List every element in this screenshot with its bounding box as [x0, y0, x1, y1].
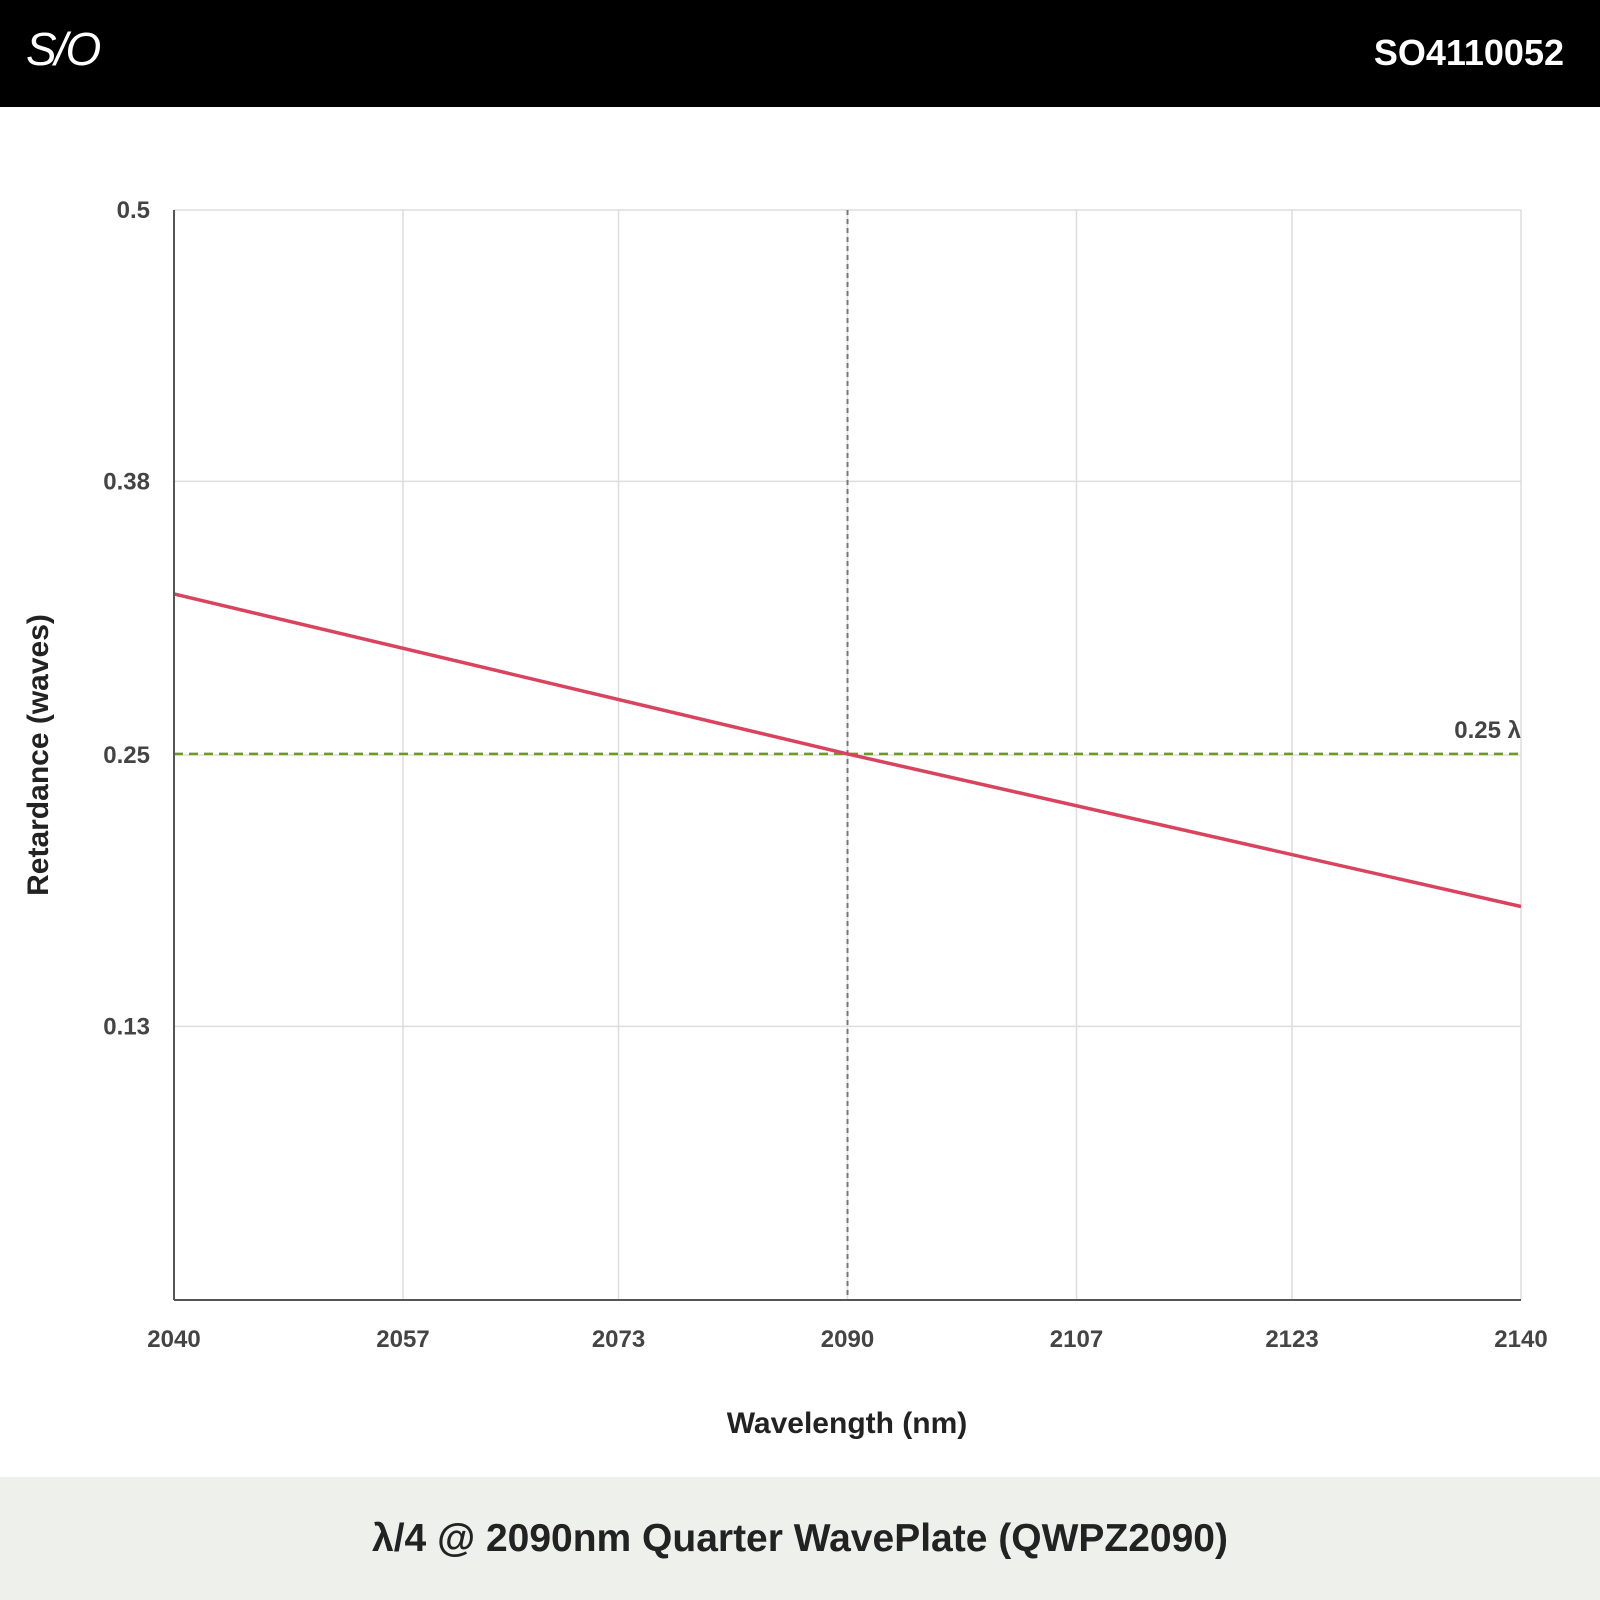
- x-tick-label-2057: 2057: [376, 1326, 429, 1353]
- reference-line-label: 0.25 λ: [1454, 717, 1521, 744]
- x-axis-label: Wavelength (nm): [727, 1407, 968, 1440]
- x-tick-label-2107: 2107: [1050, 1326, 1103, 1353]
- retardance-chart: 0.25 λ 2040 2057 2073 2090 2107 2123 2140 0.5 0.…: [22, 197, 1548, 1440]
- y-axis-label: Retardance (waves): [22, 614, 55, 896]
- x-tick-label-2040: 2040: [147, 1326, 200, 1353]
- chart-area: 0.25 λ 2040 2057 2073 2090 2107 2123 2140 0.5 0.…: [0, 107, 1600, 1477]
- footer-bar: λ/4 @ 2090nm Quarter WavePlate (QWPZ2090…: [0, 1477, 1600, 1600]
- part-number: SO4110052: [1373, 32, 1564, 73]
- retardance-series-line-0: [173, 592, 1522, 909]
- product-title: λ/4 @ 2090nm Quarter WavePlate (QWPZ2090…: [372, 1516, 1228, 1560]
- y-tick-label-0.13: 0.13: [103, 1013, 150, 1040]
- data-series: [173, 592, 1522, 909]
- header-bar: S/O SO4110052: [0, 0, 1600, 107]
- tick-labels: 2040 2057 2073 2090 2107 2123 2140 0.5 0.38 0.25 0…: [103, 197, 1547, 1353]
- x-tick-label-2073: 2073: [592, 1326, 645, 1353]
- y-tick-label-0.38: 0.38: [103, 468, 150, 495]
- y-tick-label-0.5: 0.5: [117, 197, 150, 224]
- axes: [173, 210, 1521, 1301]
- x-tick-label-2090: 2090: [821, 1326, 874, 1353]
- y-tick-label-0.25: 0.25: [103, 742, 150, 769]
- x-tick-label-2140: 2140: [1494, 1326, 1547, 1353]
- brand-logo: S/O: [26, 23, 101, 75]
- x-tick-label-2123: 2123: [1265, 1326, 1318, 1353]
